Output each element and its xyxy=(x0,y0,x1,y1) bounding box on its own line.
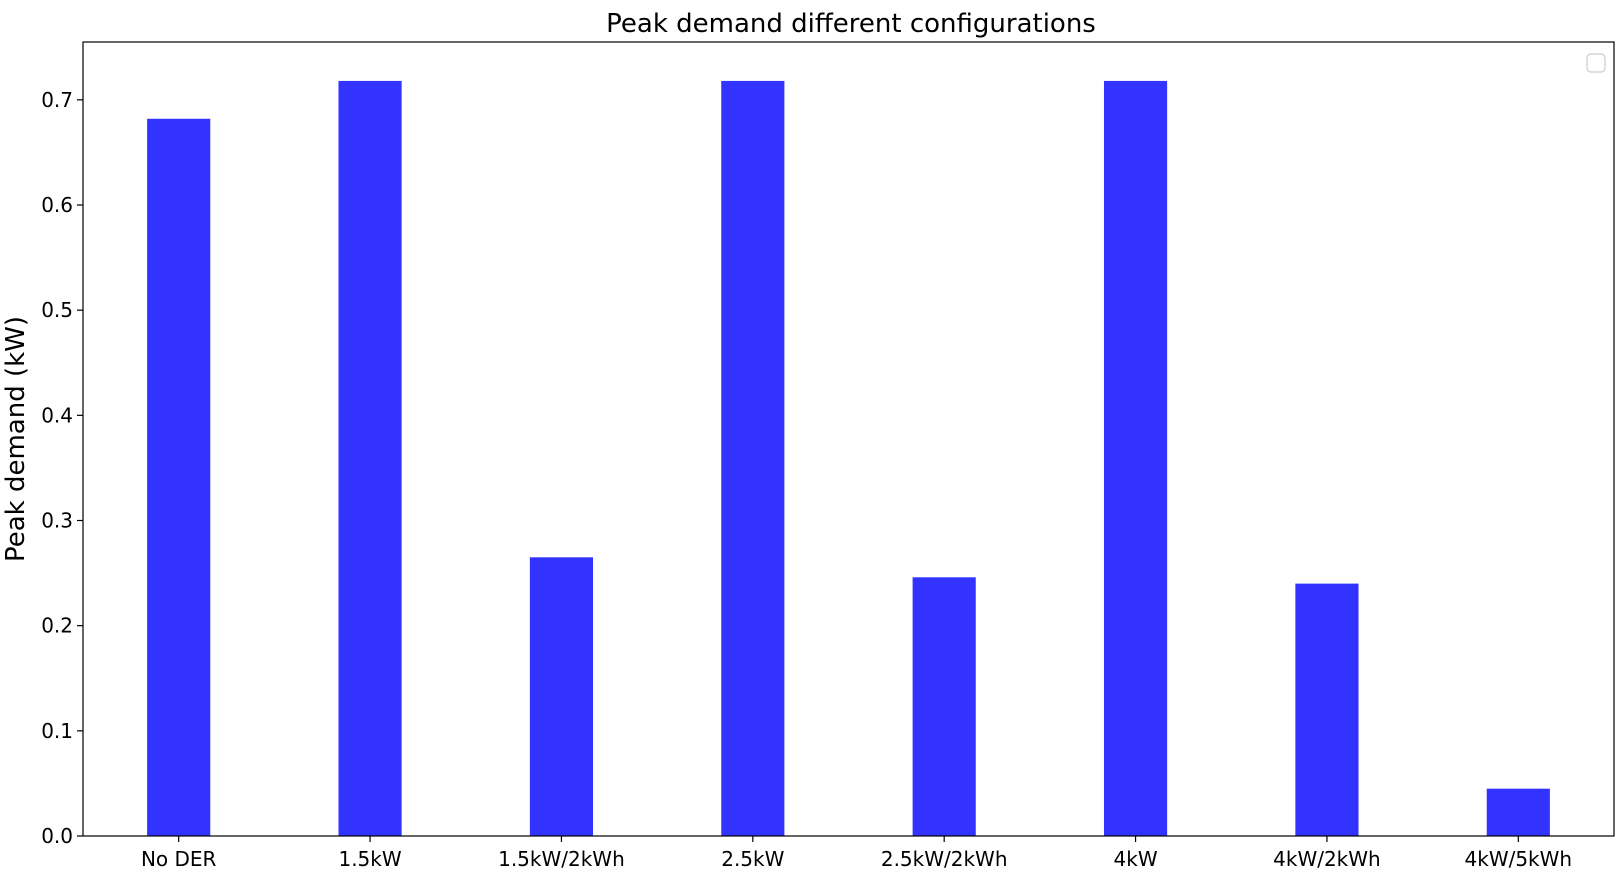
y-tick-label: 0.6 xyxy=(41,193,73,217)
x-axis-ticks: No DER 1.5kW 1.5kW/2kWh 2.5kW 2.5kW/2kWh 4kW 4… xyxy=(141,836,1572,871)
y-tick-label: 0.5 xyxy=(41,298,73,322)
y-axis-label: Peak demand (kW) xyxy=(1,316,31,562)
bar xyxy=(1486,788,1550,836)
y-tick-label: 0.0 xyxy=(41,824,73,848)
x-tick-label: 1.5kW/2kWh xyxy=(498,847,625,871)
bar xyxy=(912,577,976,836)
x-tick-label: 1.5kW xyxy=(338,847,401,871)
y-axis-ticks: 0.0 0.1 0.2 0.3 0.4 0.5 0.6 0.7 xyxy=(41,88,83,848)
x-tick-label: No DER xyxy=(141,847,217,871)
bar xyxy=(338,80,402,836)
x-tick-label: 4kW/2kWh xyxy=(1273,847,1381,871)
bar xyxy=(1295,583,1359,836)
y-tick-label: 0.1 xyxy=(41,719,73,743)
bar xyxy=(721,80,785,836)
plot-area-frame xyxy=(82,41,1615,837)
bar xyxy=(529,557,594,836)
bar xyxy=(1103,80,1168,836)
y-tick-label: 0.3 xyxy=(41,509,73,533)
y-tick-label: 0.4 xyxy=(41,403,73,427)
x-tick-label: 4kW/5kWh xyxy=(1465,847,1573,871)
x-tick-label: 2.5kW/2kWh xyxy=(881,847,1008,871)
chart-title: Peak demand different configurations xyxy=(606,9,1096,39)
x-tick-label: 2.5kW xyxy=(721,847,784,871)
x-tick-label: 4kW xyxy=(1114,847,1158,871)
legend-box xyxy=(1586,53,1606,73)
bar xyxy=(147,118,211,836)
bars-group xyxy=(147,80,1550,836)
y-tick-label: 0.2 xyxy=(41,614,73,638)
y-tick-label: 0.7 xyxy=(41,88,73,112)
